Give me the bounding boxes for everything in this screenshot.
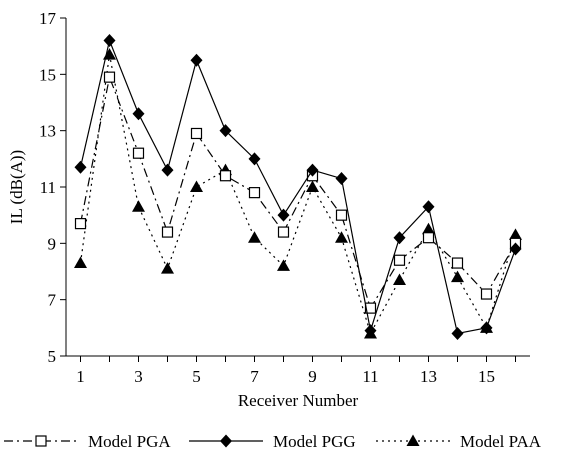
y-tick-label: 13 [39, 122, 56, 141]
data-point-pga [451, 257, 464, 269]
data-point-pgg [422, 200, 435, 214]
data-point-pgg [451, 326, 464, 340]
data-point-pgg [190, 53, 203, 67]
x-tick-label: 15 [478, 367, 495, 386]
legend-marker [220, 434, 232, 448]
data-point-pgg [248, 152, 261, 166]
legend-marker [35, 435, 47, 447]
series-paa [74, 48, 522, 339]
data-point-pga [190, 127, 203, 140]
data-point-pga [219, 170, 232, 182]
data-point-pgg [335, 172, 348, 186]
x-axis-title: Receiver Number [238, 391, 359, 410]
legend-item-pgg: Model PGG [189, 432, 356, 451]
y-tick-label: 5 [48, 347, 57, 366]
y-tick-label: 7 [48, 291, 57, 310]
legend-label: Model PGG [273, 432, 356, 451]
data-point-pgg [161, 163, 174, 177]
series-line-pga [79, 74, 517, 310]
data-point-paa [422, 222, 435, 235]
data-point-paa [306, 180, 319, 192]
legend-item-pga: Model PGA [4, 432, 171, 451]
x-tick-label: 5 [192, 367, 201, 386]
series-pgg [74, 34, 522, 340]
series-layer [74, 34, 522, 340]
data-point-pga [393, 254, 406, 266]
x-tick-label: 1 [76, 367, 85, 386]
data-point-pgg [480, 321, 493, 335]
data-point-pga [277, 226, 290, 238]
y-tick-label: 9 [48, 234, 57, 253]
data-point-pga [364, 302, 377, 314]
data-point-paa [393, 273, 406, 285]
data-point-pga [248, 187, 261, 199]
data-point-paa [451, 270, 464, 283]
data-point-paa [132, 200, 145, 212]
data-point-paa [509, 228, 522, 240]
legend: Model PGA Model PGG Model PAA [4, 432, 542, 451]
data-point-pga [422, 232, 435, 244]
legend-item-paa: Model PAA [376, 432, 542, 451]
data-point-pgg [509, 242, 522, 256]
data-point-pgg [219, 124, 232, 138]
x-tick-label: 9 [308, 367, 317, 386]
y-axis-title: IL (dB(A)) [7, 150, 26, 224]
legend-label: Model PGA [88, 432, 171, 451]
data-point-pgg [277, 208, 290, 222]
data-point-pgg [74, 160, 87, 174]
data-point-paa [190, 180, 203, 192]
data-point-paa [74, 256, 87, 269]
data-point-paa [161, 262, 174, 274]
legend-marker [406, 434, 420, 446]
data-point-paa [335, 231, 348, 243]
data-point-pga [335, 209, 348, 221]
y-tick-label: 11 [40, 178, 56, 197]
data-point-pga [132, 147, 145, 159]
data-point-pgg [103, 34, 116, 48]
x-tick-label: 3 [134, 367, 143, 386]
data-point-paa [277, 259, 290, 271]
data-point-pga [480, 288, 493, 300]
data-point-paa [248, 231, 261, 243]
series-line-paa [79, 54, 517, 336]
x-tick-label: 11 [362, 367, 378, 386]
data-point-pgg [393, 231, 406, 245]
y-tick-label: 15 [39, 65, 56, 84]
x-tick-label: 7 [250, 367, 259, 386]
x-tick-label: 13 [420, 367, 437, 386]
data-point-pgg [306, 163, 319, 177]
data-point-pgg [364, 324, 377, 338]
y-tick-label: 17 [39, 9, 57, 28]
data-point-pga [103, 71, 116, 83]
data-point-pgg [132, 107, 145, 121]
data-point-pga [161, 226, 174, 238]
legend-label: Model PAA [460, 432, 542, 451]
series-line-pgg [79, 38, 517, 335]
data-point-pga [74, 218, 87, 230]
